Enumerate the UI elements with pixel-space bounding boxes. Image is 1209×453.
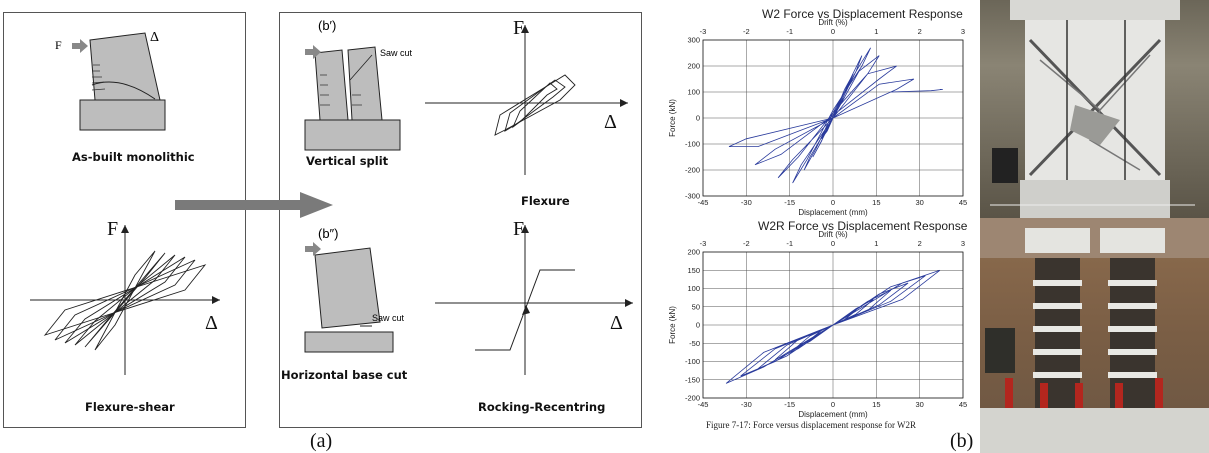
- plot-frame: [702, 39, 964, 197]
- asbuilt-label: As-built monolithic: [72, 150, 195, 164]
- hysteresis-series-line: [725, 269, 941, 384]
- horizontal-cut-label: Horizontal base cut: [281, 368, 408, 382]
- x-tick-label: -45: [698, 198, 709, 207]
- vertical-split-wall-diagram: [304, 45, 401, 151]
- top-tick-label: -2: [743, 239, 750, 248]
- force-label-F: F: [55, 38, 62, 52]
- vertical-split-label: Vertical split: [306, 154, 389, 168]
- saw-cut-label-1: Saw cut: [380, 48, 413, 58]
- top-tick-label: 2: [918, 27, 922, 36]
- x-tick-label: -45: [698, 400, 709, 409]
- top-tick-label: 0: [831, 239, 835, 248]
- chart2-title: W2R Force vs Displacement Response: [758, 219, 968, 233]
- subfigure-label-b: (b): [950, 430, 974, 452]
- x-tick-label: 45: [959, 198, 967, 207]
- chart2: Drift (%)-3 -2 -1 0 1 2 3-45 -30 -15 0 15 30 45-200-…: [668, 230, 967, 419]
- x-tick-label: -15: [784, 198, 795, 207]
- y-tick-label: 200: [687, 62, 700, 71]
- x-tick-label: 30: [915, 198, 923, 207]
- y-axis-label: Force (kN): [668, 306, 677, 344]
- chart1-title: W2 Force vs Displacement Response: [762, 7, 963, 21]
- rocking-recentring-diagram: [435, 225, 633, 375]
- y-tick-label: 150: [687, 266, 700, 275]
- flexure-delta-axis-label: Δ: [604, 111, 617, 133]
- x-tick-label: 0: [831, 198, 835, 207]
- flexshear-delta-axis-label: Δ: [205, 312, 218, 334]
- top-tick-label: -3: [700, 239, 707, 248]
- subfigure-label-a: (a): [310, 430, 333, 452]
- top-tick-label: 1: [874, 239, 878, 248]
- y-tick-label: 200: [687, 248, 700, 257]
- y-tick-label: 0: [696, 321, 700, 330]
- top-axis-label: Drift (%): [818, 230, 848, 239]
- displacement-label-delta: Δ: [150, 30, 160, 45]
- y-axis-label: Force (kN): [668, 99, 677, 137]
- figure-caption: Figure 7-17: Force versus displacement r…: [706, 420, 917, 430]
- y-tick-label: -50: [689, 339, 700, 348]
- horizontal-cut-wall-diagram: [304, 242, 394, 353]
- top-tick-label: 2: [918, 239, 922, 248]
- top-tick-label: 0: [831, 27, 835, 36]
- rocking-F-axis-label: F: [513, 218, 525, 240]
- top-tick-label: -1: [786, 27, 793, 36]
- y-tick-label: -200: [685, 394, 700, 403]
- photo-w2-damaged-wall: [980, 0, 1209, 218]
- top-tick-label: -3: [700, 27, 707, 36]
- y-tick-label: 300: [687, 36, 700, 45]
- flexshear-label: Flexure-shear: [85, 400, 175, 414]
- top-tick-label: 3: [961, 27, 965, 36]
- flexure-F-axis-label: F: [513, 17, 525, 39]
- y-tick-label: -200: [685, 166, 700, 175]
- top-tick-label: -1: [786, 239, 793, 248]
- top-tick-label: 1: [874, 27, 878, 36]
- flexure-hysteresis-diagram: [425, 25, 628, 175]
- photo-w2r-rocking-walls: [980, 218, 1209, 453]
- y-tick-label: -300: [685, 192, 700, 201]
- y-tick-label: 100: [687, 284, 700, 293]
- b-prime-label: (b′): [318, 18, 337, 33]
- hysteresis-series-line: [728, 47, 943, 184]
- top-tick-label: 3: [961, 239, 965, 248]
- top-axis-label: Drift (%): [818, 18, 848, 27]
- y-tick-label: -150: [685, 375, 700, 384]
- saw-cut-label-2: Saw cut: [372, 313, 405, 323]
- transition-arrow: [175, 192, 333, 218]
- x-tick-label: 15: [872, 198, 880, 207]
- x-tick-label: 30: [915, 400, 923, 409]
- top-tick-label: -2: [743, 27, 750, 36]
- x-axis-label: Displacement (mm): [798, 208, 868, 217]
- x-tick-label: 45: [959, 400, 967, 409]
- y-tick-label: -100: [685, 140, 700, 149]
- flexshear-F-axis-label: F: [107, 218, 119, 240]
- x-tick-label: -30: [741, 400, 752, 409]
- y-tick-label: 50: [692, 302, 700, 311]
- asbuilt-wall-diagram: [72, 32, 166, 131]
- b-double-prime-label: (b″): [318, 226, 339, 241]
- chart1: Drift (%) -3 -2 -1 0 1 2 3 -45 -30 -15 0 15 30 45 -300 -…: [668, 18, 967, 217]
- rocking-label: Rocking-Recentring: [478, 400, 606, 414]
- y-tick-label: 100: [687, 88, 700, 97]
- rocking-delta-axis-label: Δ: [610, 312, 623, 334]
- y-tick-label: -100: [685, 357, 700, 366]
- x-axis-label: Displacement (mm): [798, 410, 868, 419]
- x-tick-label: -30: [741, 198, 752, 207]
- x-tick-label: -15: [784, 400, 795, 409]
- plot-frame: [702, 251, 964, 399]
- x-tick-label: 0: [831, 400, 835, 409]
- flexshear-hysteresis-diagram: [30, 225, 220, 375]
- flexure-label: Flexure: [521, 194, 570, 208]
- y-tick-label: 0: [696, 114, 700, 123]
- x-tick-label: 15: [872, 400, 880, 409]
